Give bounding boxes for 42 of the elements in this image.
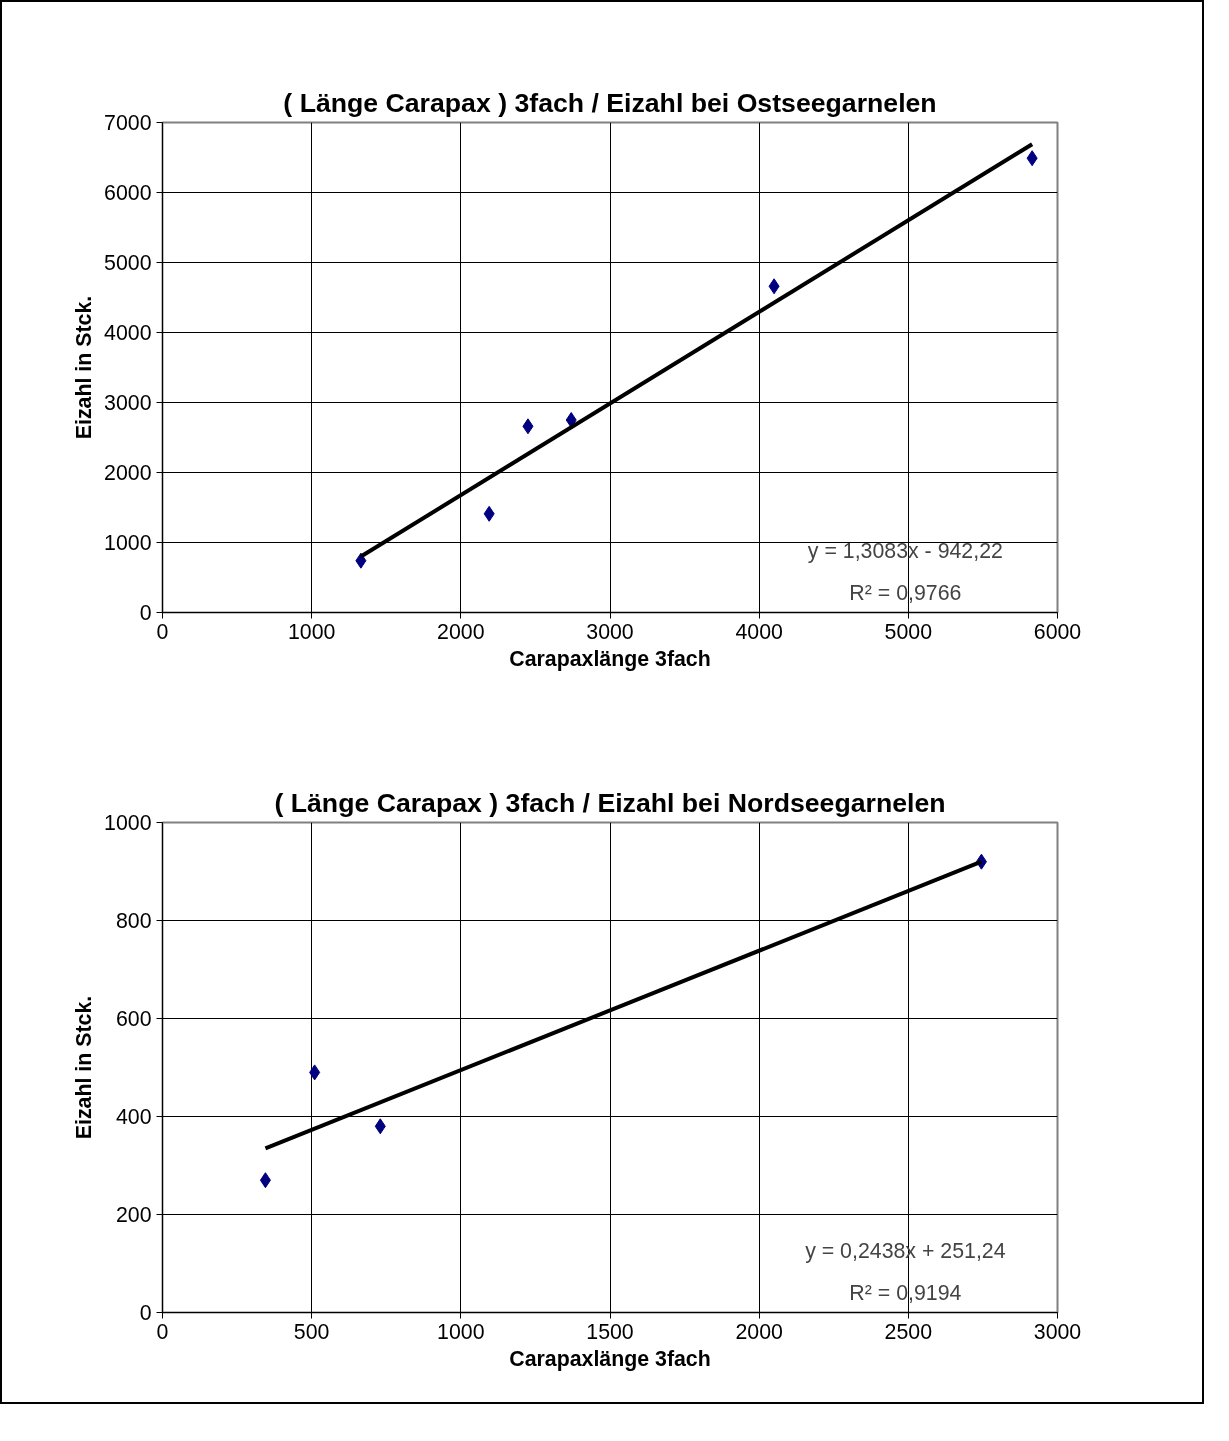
x-tick-label: 0	[156, 619, 169, 644]
x-tick-label: 4000	[735, 619, 784, 644]
y-axis-title: Eizahl in Stck.	[72, 295, 97, 440]
x-tick-label: 5000	[884, 619, 933, 644]
y-tick-label: 200	[115, 1203, 152, 1227]
y-tick-label: 5000	[104, 251, 152, 275]
y-tick-label: 800	[115, 909, 152, 933]
chart-title: ( Länge Carapax ) 3fach / Eizahl bei Ostseegarnelen	[283, 87, 937, 118]
point	[565, 412, 577, 428]
point	[259, 1172, 271, 1189]
x-tick-label: 3000	[1033, 1319, 1082, 1344]
y-tick-label: 3000	[104, 391, 152, 415]
x-axis-title: Carapaxlänge 3fach	[509, 1346, 711, 1371]
point	[768, 278, 780, 295]
x-tick-label: 2500	[884, 1319, 933, 1344]
x-tick-label: 1000	[437, 1319, 485, 1344]
y-tick-label: 0	[139, 601, 152, 625]
y-tick-label: 7000	[104, 111, 152, 135]
x-tick-label: 500	[293, 1319, 330, 1344]
y-tick-label: 0	[139, 1301, 152, 1325]
x-tick-label: 2000	[437, 619, 485, 644]
point	[309, 1064, 321, 1081]
point	[522, 418, 534, 435]
y-tick-label: 1000	[104, 531, 152, 555]
x-tick-label: 3000	[586, 619, 634, 644]
y-tick-label: 600	[115, 1007, 152, 1031]
y-axis-title: Eizahl in Stck.	[72, 995, 97, 1140]
x-axis-title: Carapaxlänge 3fach	[509, 646, 711, 671]
x-tick-label: 0	[156, 1319, 169, 1344]
x-tick-label: 1000	[287, 619, 336, 644]
y-tick-label: 1000	[104, 811, 152, 835]
point	[483, 505, 495, 522]
y-tick-label: 2000	[104, 461, 152, 485]
x-tick-label: 6000	[1033, 619, 1082, 644]
point	[374, 1118, 386, 1135]
point	[1026, 150, 1038, 167]
y-tick-label: 4000	[104, 321, 152, 345]
y-tick-label: 400	[115, 1105, 152, 1129]
x-tick-label: 2000	[735, 1319, 784, 1344]
x-tick-label: 1500	[586, 1319, 634, 1344]
y-tick-label: 6000	[104, 181, 152, 205]
chart-title: ( Länge Carapax ) 3fach / Eizahl bei Nordseegarnelen	[274, 787, 946, 818]
